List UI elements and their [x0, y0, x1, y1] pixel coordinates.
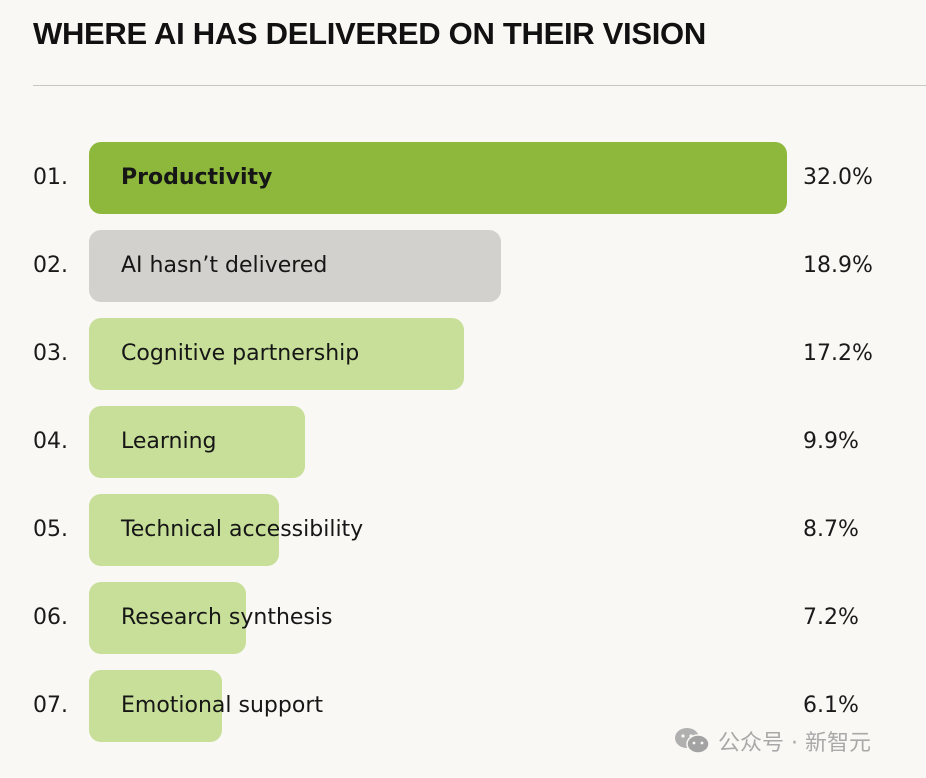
chart-title: WHERE AI HAS DELIVERED ON THEIR VISION: [33, 16, 706, 51]
category-label: Learning: [121, 429, 217, 454]
value-label: 6.1%: [803, 693, 859, 718]
value-label: 9.9%: [803, 429, 859, 454]
watermark-text: 公众号 · 新智元: [718, 731, 871, 756]
category-label: Technical accessibility: [121, 517, 364, 542]
bar: [89, 318, 465, 390]
rank-label: 06.: [33, 605, 68, 630]
bar-row: 01. Productivity 32.0%: [0, 142, 926, 214]
bar-row: 04. Learning 9.9%: [0, 406, 926, 478]
bar-row: 03. Cognitive partnership 17.2%: [0, 318, 926, 390]
bar: [89, 406, 305, 478]
rank-label: 02.: [33, 253, 68, 278]
bar-row: 05. Technical accessibility 8.7%: [0, 494, 926, 566]
rank-label: 05.: [33, 517, 68, 542]
rank-label: 07.: [33, 693, 68, 718]
bar: [89, 582, 247, 654]
rank-label: 03.: [33, 341, 68, 366]
value-label: 17.2%: [803, 341, 873, 366]
bar: [89, 494, 279, 566]
bar: [89, 230, 502, 302]
category-label: Emotional support: [121, 693, 323, 718]
category-label: Productivity: [121, 165, 273, 190]
bar: [89, 670, 223, 742]
category-label: Cognitive partnership: [121, 341, 360, 366]
rank-label: 04.: [33, 429, 68, 454]
value-label: 7.2%: [803, 605, 859, 630]
bar: [89, 142, 787, 214]
value-label: 8.7%: [803, 517, 859, 542]
rank-label: 01.: [33, 165, 68, 190]
value-label: 32.0%: [803, 165, 873, 190]
bar-row: 06. Research synthesis 7.2%: [0, 582, 926, 654]
category-label: Research synthesis: [121, 605, 333, 630]
watermark: 公众号 · 新智元: [674, 725, 871, 757]
bar-row: 02. AI hasn’t delivered 18.9%: [0, 230, 926, 302]
category-label: AI hasn’t delivered: [121, 253, 328, 278]
value-label: 18.9%: [803, 253, 873, 278]
wechat-icon: [675, 728, 710, 754]
title-divider: [33, 85, 926, 86]
bar-row: 07. Emotional support 6.1%: [0, 670, 926, 742]
